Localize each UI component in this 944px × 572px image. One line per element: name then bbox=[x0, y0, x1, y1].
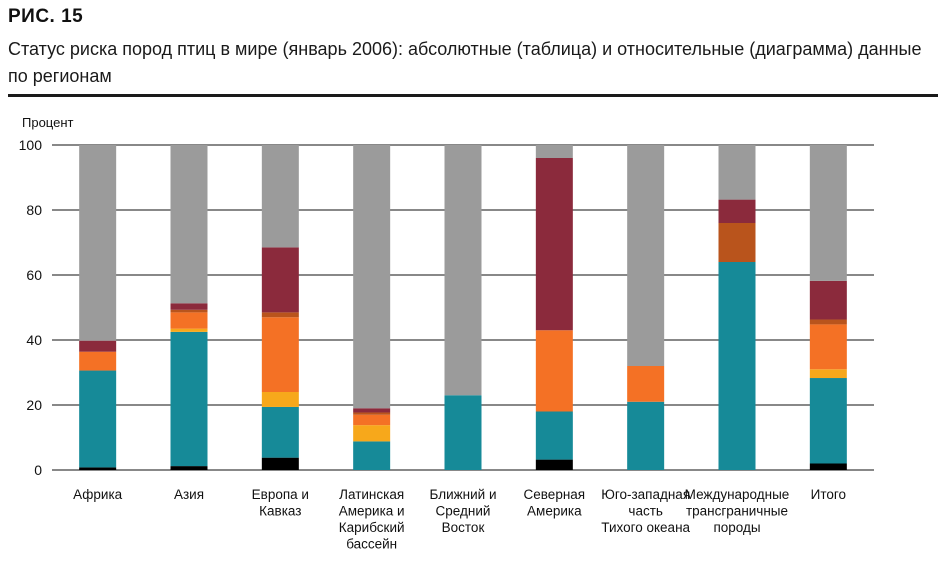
y-axis-label: Процент bbox=[22, 115, 74, 130]
bar-segment bbox=[718, 223, 756, 262]
y-axis-ticks: 0 20 40 60 80 100 bbox=[19, 137, 43, 478]
bar-segment bbox=[627, 366, 665, 402]
bar-segment bbox=[718, 262, 756, 470]
y-tick-label: 20 bbox=[26, 397, 42, 413]
bar-segment bbox=[170, 145, 208, 304]
category-label: Латинская Америка и Карибский бассейн bbox=[339, 487, 405, 552]
bar-segment bbox=[627, 401, 665, 470]
bar-segment bbox=[809, 319, 847, 325]
bar-segment bbox=[353, 412, 391, 415]
bar-segment bbox=[809, 463, 847, 470]
figure-title: Статус риска пород птиц в мире (январь 2… bbox=[8, 39, 922, 86]
bar-segment bbox=[353, 408, 391, 413]
bar-segment bbox=[79, 145, 117, 341]
bar-segment bbox=[170, 466, 208, 470]
bars bbox=[79, 145, 847, 470]
bar-segment bbox=[261, 406, 299, 458]
bar-segment bbox=[444, 395, 482, 470]
bar-segment bbox=[535, 158, 573, 331]
category-label: Европа и Кавказ bbox=[252, 487, 309, 519]
y-tick-label: 80 bbox=[26, 202, 42, 218]
bar-segment bbox=[170, 309, 208, 313]
title-rule bbox=[8, 94, 938, 97]
bar-segment bbox=[261, 392, 299, 407]
bar-segment bbox=[809, 378, 847, 464]
bar-segment bbox=[353, 414, 391, 426]
category-label: Азия bbox=[174, 487, 204, 502]
bar-segment bbox=[535, 145, 573, 158]
category-label: Итого bbox=[811, 487, 846, 502]
bar-segment bbox=[79, 340, 117, 352]
y-tick-label: 0 bbox=[34, 462, 42, 478]
y-tick-label: 40 bbox=[26, 332, 42, 348]
category-label: Международные трансграничные породы bbox=[685, 487, 790, 535]
bar-segment bbox=[261, 457, 299, 470]
bar-segment bbox=[353, 441, 391, 470]
category-label: Северная Америка bbox=[524, 487, 586, 519]
bar-segment bbox=[170, 312, 208, 329]
category-label: Африка bbox=[73, 487, 123, 502]
bar-segment bbox=[261, 312, 299, 318]
category-label: Юго-западная часть Тихого океана bbox=[601, 487, 690, 535]
y-tick-label: 60 bbox=[26, 267, 42, 283]
bar-segment bbox=[79, 467, 117, 470]
x-axis-categories: Африка Азия Европа и Кавказ Латинская Америка… bbox=[73, 487, 846, 552]
bar-segment bbox=[809, 145, 847, 281]
bar-segment bbox=[718, 145, 756, 200]
bar-segment bbox=[79, 370, 117, 468]
bar-segment bbox=[261, 247, 299, 313]
category-label: Ближний и Средний Восток bbox=[430, 487, 497, 535]
bar-segment bbox=[627, 145, 665, 366]
bar-segment bbox=[535, 330, 573, 412]
bar-segment bbox=[261, 317, 299, 392]
y-tick-label: 100 bbox=[19, 137, 43, 153]
bar-segment bbox=[170, 331, 208, 467]
bar-segment bbox=[444, 145, 482, 396]
bar-segment bbox=[170, 328, 208, 332]
bar-segment bbox=[79, 351, 117, 371]
bar-segment bbox=[809, 280, 847, 320]
bar-segment bbox=[170, 303, 208, 310]
bar-segment bbox=[353, 145, 391, 409]
figure-label: РИС. 15 bbox=[8, 6, 84, 27]
bar-segment bbox=[535, 411, 573, 460]
bar-segment bbox=[809, 369, 847, 379]
bar-segment bbox=[809, 324, 847, 370]
bar-segment bbox=[353, 425, 391, 442]
bar-segment bbox=[718, 199, 756, 223]
bar-segment bbox=[535, 459, 573, 470]
bar-segment bbox=[261, 145, 299, 248]
